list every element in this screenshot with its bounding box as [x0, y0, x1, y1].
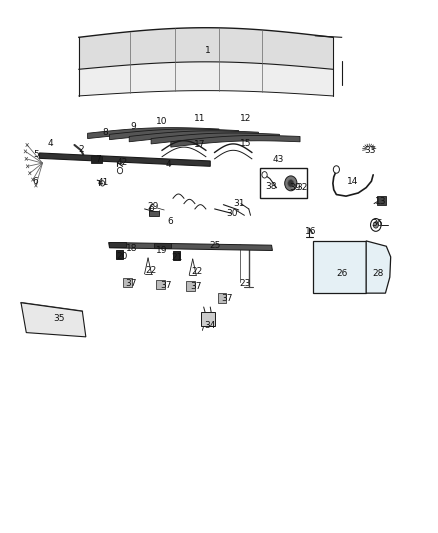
- FancyBboxPatch shape: [149, 211, 159, 216]
- FancyBboxPatch shape: [109, 242, 126, 247]
- Text: 5: 5: [33, 150, 39, 159]
- Polygon shape: [151, 133, 279, 144]
- Polygon shape: [109, 243, 272, 251]
- Text: 30: 30: [226, 209, 238, 217]
- Circle shape: [333, 166, 339, 173]
- Text: 36: 36: [371, 220, 382, 228]
- Polygon shape: [39, 153, 210, 166]
- Text: 33: 33: [364, 146, 376, 155]
- Text: 9: 9: [131, 123, 137, 131]
- Text: 41: 41: [97, 178, 109, 187]
- Text: 31: 31: [233, 199, 244, 208]
- Polygon shape: [129, 131, 258, 142]
- Polygon shape: [110, 129, 239, 140]
- Text: 21: 21: [172, 254, 183, 262]
- Circle shape: [288, 180, 294, 187]
- Polygon shape: [21, 303, 86, 337]
- FancyBboxPatch shape: [91, 156, 102, 163]
- FancyBboxPatch shape: [173, 251, 180, 260]
- Text: 32: 32: [297, 183, 308, 192]
- Text: 15: 15: [240, 140, 251, 148]
- Text: 16: 16: [305, 228, 317, 236]
- Polygon shape: [171, 135, 300, 147]
- Text: 6: 6: [148, 205, 154, 213]
- FancyBboxPatch shape: [260, 168, 307, 198]
- Circle shape: [373, 222, 378, 228]
- Circle shape: [262, 172, 267, 178]
- FancyBboxPatch shape: [154, 243, 171, 248]
- Circle shape: [371, 219, 381, 231]
- Text: 43: 43: [272, 156, 284, 164]
- Text: 12: 12: [240, 114, 251, 123]
- Text: 6: 6: [32, 177, 38, 185]
- FancyBboxPatch shape: [123, 278, 132, 287]
- FancyBboxPatch shape: [186, 281, 195, 291]
- Text: 17: 17: [194, 141, 205, 149]
- Text: 42: 42: [116, 158, 127, 166]
- Polygon shape: [366, 241, 391, 293]
- Text: 13: 13: [375, 197, 387, 206]
- Circle shape: [117, 167, 123, 174]
- Text: 34: 34: [205, 321, 216, 329]
- Text: 18: 18: [126, 244, 137, 253]
- Text: 22: 22: [191, 268, 203, 276]
- Text: 25: 25: [209, 241, 220, 249]
- Polygon shape: [313, 241, 366, 293]
- Polygon shape: [79, 28, 333, 69]
- Circle shape: [100, 181, 105, 186]
- Text: 37: 37: [126, 279, 137, 288]
- Text: 19: 19: [156, 246, 168, 255]
- Polygon shape: [79, 62, 333, 96]
- FancyBboxPatch shape: [218, 293, 226, 303]
- Circle shape: [285, 176, 297, 191]
- Text: 38: 38: [265, 182, 276, 191]
- Text: 7: 7: [95, 156, 102, 164]
- Text: 35: 35: [53, 314, 65, 323]
- Text: 14: 14: [347, 177, 358, 185]
- Text: 28: 28: [372, 270, 383, 278]
- Text: 37: 37: [221, 294, 233, 303]
- Text: 4: 4: [166, 160, 171, 168]
- Text: 22: 22: [145, 266, 157, 275]
- Text: 29: 29: [148, 203, 159, 211]
- Text: 11: 11: [194, 114, 205, 123]
- Text: 20: 20: [116, 253, 127, 261]
- FancyBboxPatch shape: [156, 280, 165, 289]
- Text: 4: 4: [48, 140, 53, 148]
- FancyBboxPatch shape: [377, 196, 386, 205]
- Polygon shape: [201, 312, 215, 326]
- Polygon shape: [88, 127, 219, 139]
- Text: 37: 37: [160, 281, 171, 290]
- Text: 6: 6: [167, 217, 173, 226]
- Text: 26: 26: [336, 270, 347, 278]
- Text: 2: 2: [78, 145, 84, 154]
- Text: 1: 1: [205, 46, 211, 55]
- Text: 10: 10: [156, 117, 168, 126]
- Text: 23: 23: [240, 279, 251, 288]
- Text: 37: 37: [191, 282, 202, 291]
- Text: 8: 8: [102, 128, 108, 136]
- FancyBboxPatch shape: [116, 250, 123, 259]
- Text: 39: 39: [289, 183, 300, 192]
